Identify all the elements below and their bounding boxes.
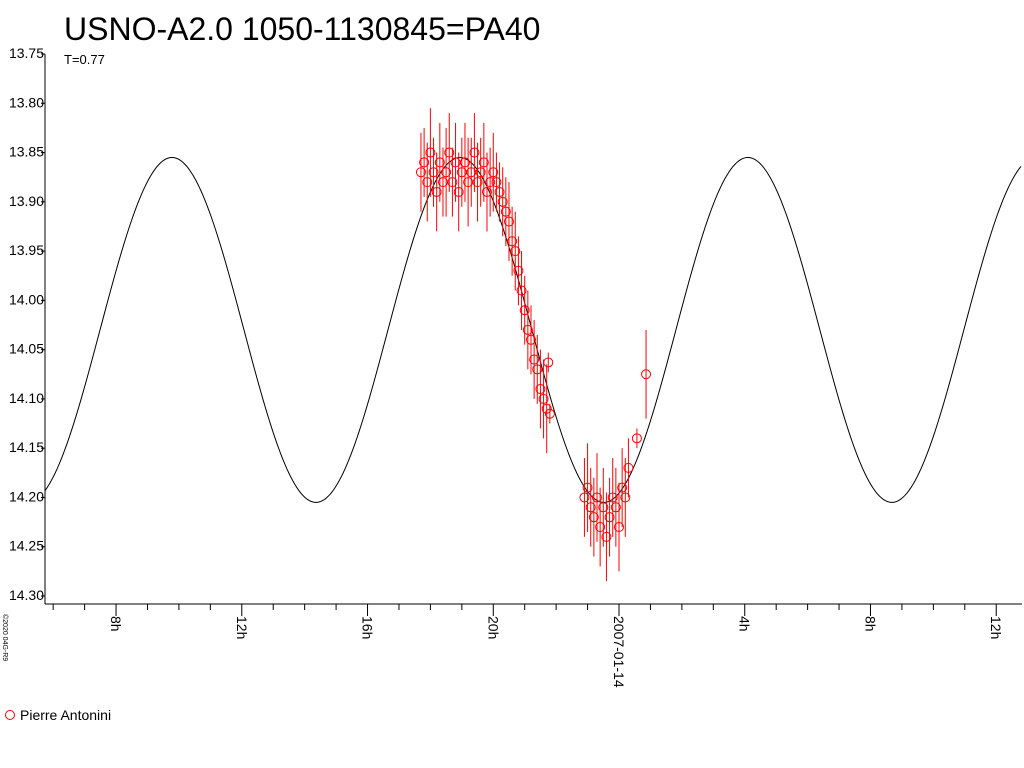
model-curve (44, 157, 1022, 503)
subtitle: T=0.77 (64, 52, 105, 67)
data-point (500, 206, 511, 217)
data-point (541, 403, 552, 414)
data-point (491, 177, 502, 188)
data-point (425, 147, 436, 158)
data-point (478, 157, 489, 168)
data-point (522, 324, 533, 335)
x-tick-label: 20h (485, 616, 501, 639)
data-point (582, 482, 593, 493)
data-point (485, 177, 496, 188)
data-point (601, 531, 612, 542)
data-point (607, 492, 618, 503)
data-point (623, 462, 634, 473)
y-tick-label: 13.95 (9, 242, 44, 258)
data-point (610, 502, 621, 513)
data-point (617, 482, 628, 493)
data-point (481, 186, 492, 197)
x-tick-label: 4h (737, 616, 753, 632)
data-point (641, 369, 652, 380)
data-point (459, 157, 470, 168)
data-point (595, 522, 606, 533)
legend-marker (5, 710, 15, 720)
data-point (497, 196, 508, 207)
data-point (503, 216, 514, 227)
x-tick-label: 2007-01-14 (611, 616, 627, 688)
x-tick-label: 8h (108, 616, 124, 632)
data-point (510, 246, 521, 257)
data-point (488, 167, 499, 178)
data-point (631, 433, 642, 444)
data-point (516, 285, 527, 296)
data-point (538, 393, 549, 404)
data-point (543, 357, 554, 368)
data-point (604, 512, 615, 523)
data-point (620, 492, 631, 503)
y-tick-label: 14.20 (9, 488, 44, 504)
data-point (415, 167, 426, 178)
y-tick-label: 13.85 (9, 144, 44, 160)
data-point (532, 364, 543, 375)
y-tick-label: 13.75 (9, 45, 44, 61)
y-tick-label: 13.90 (9, 193, 44, 209)
y-tick-label: 13.80 (9, 94, 44, 110)
y-tick-label: 14.10 (9, 390, 44, 406)
data-point (585, 502, 596, 513)
data-point (529, 354, 540, 365)
credit: ©2020 04G-R9 (1, 614, 9, 661)
y-tick-label: 14.25 (9, 538, 44, 554)
data-point (494, 186, 505, 197)
data-point (431, 186, 442, 197)
data-point (579, 492, 590, 503)
x-tick-label: 8h (862, 616, 878, 632)
data-point (475, 167, 486, 178)
x-tick-label: 12h (234, 616, 250, 639)
y-tick-label: 14.00 (9, 291, 44, 307)
data-point (525, 334, 536, 345)
y-tick-label: 14.15 (9, 439, 44, 455)
y-tick-label: 14.30 (9, 587, 44, 603)
data-point (469, 147, 480, 158)
data-point (444, 147, 455, 158)
data-point (591, 492, 602, 503)
data-point (419, 157, 430, 168)
data-point (598, 502, 609, 513)
data-point (453, 186, 464, 197)
data-point (519, 305, 530, 316)
data-point (535, 384, 546, 395)
data-point (614, 522, 625, 533)
chart-title: USNO-A2.0 1050-1130845=PA40 (64, 11, 540, 47)
data-point (447, 177, 458, 188)
data-point (428, 167, 439, 178)
y-tick-label: 14.05 (9, 341, 44, 357)
data-point (441, 167, 452, 178)
data-point (472, 177, 483, 188)
data-point (422, 177, 433, 188)
data-point (544, 408, 555, 419)
legend-label: Pierre Antonini (20, 707, 111, 723)
data-point (434, 157, 445, 168)
x-tick-label: 16h (360, 616, 376, 639)
data-point (513, 265, 524, 276)
data-point (507, 236, 518, 247)
x-tick-label: 12h (988, 616, 1004, 639)
data-point (588, 512, 599, 523)
